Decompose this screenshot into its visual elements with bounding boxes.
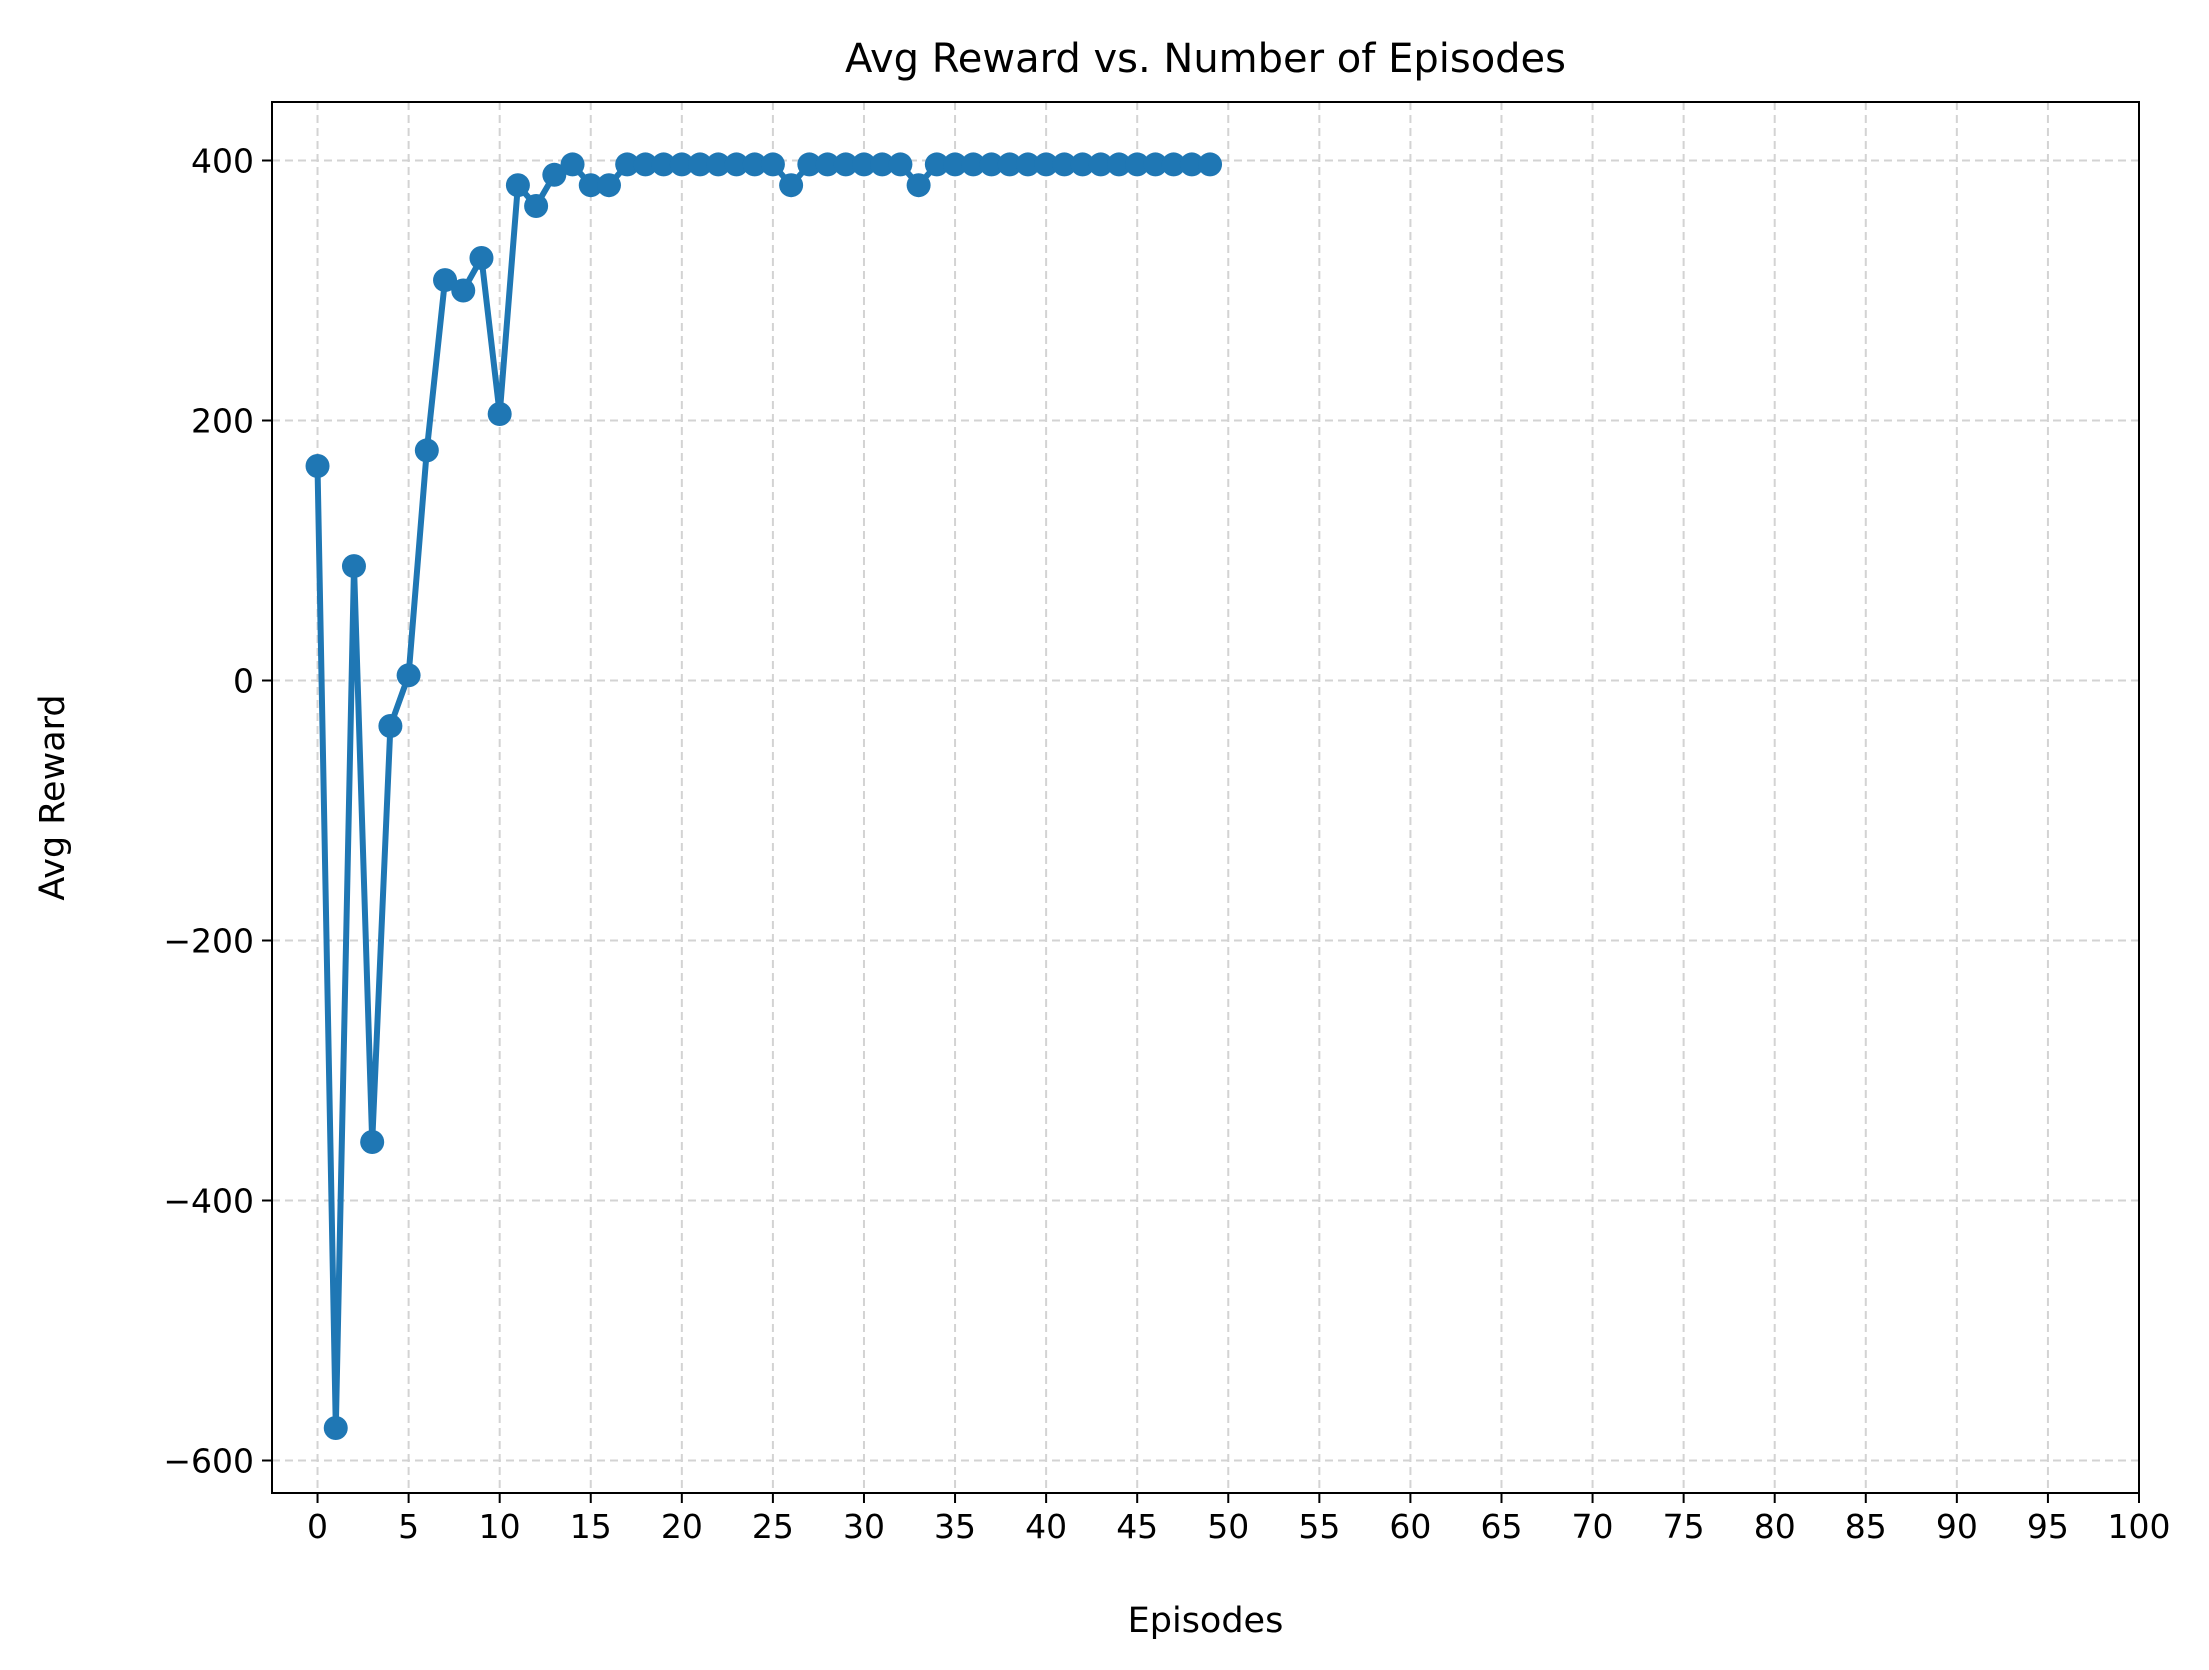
data-point bbox=[542, 162, 567, 187]
data-point bbox=[487, 402, 512, 426]
data-point bbox=[505, 173, 530, 198]
axis-ticks: 0 5 10 15 20 25 30 35 40 45 50 55 60 65 70 75 80 85 90 95 10… bbox=[163, 142, 2170, 1547]
data-point bbox=[469, 246, 494, 270]
data-point bbox=[1198, 152, 1223, 177]
data-point bbox=[888, 152, 913, 177]
data-point bbox=[414, 438, 439, 463]
x-tick-label: 65 bbox=[1480, 1507, 1522, 1546]
series-layer bbox=[305, 152, 1223, 1440]
data-point bbox=[305, 454, 330, 478]
x-tick-label: 30 bbox=[843, 1507, 885, 1546]
x-tick-label: 20 bbox=[661, 1507, 703, 1546]
data-point bbox=[1088, 152, 1113, 177]
y-tick-label: 200 bbox=[191, 402, 254, 441]
data-point bbox=[341, 554, 366, 579]
x-tick-label: 10 bbox=[479, 1507, 521, 1546]
data-point bbox=[706, 152, 731, 177]
data-point bbox=[360, 1130, 385, 1154]
x-axis-label: Episodes bbox=[1128, 1601, 1284, 1641]
data-point bbox=[451, 278, 476, 303]
data-point bbox=[1070, 152, 1095, 177]
data-point bbox=[742, 152, 767, 177]
y-tick-label: 400 bbox=[191, 142, 254, 181]
data-point bbox=[997, 152, 1022, 177]
data-point bbox=[323, 1416, 348, 1440]
y-tick-label: 0 bbox=[233, 662, 254, 701]
data-point bbox=[651, 152, 676, 177]
x-tick-label: 15 bbox=[570, 1507, 612, 1546]
data-point bbox=[760, 152, 785, 177]
data-point bbox=[688, 152, 713, 177]
data-point bbox=[524, 194, 549, 218]
data-point bbox=[633, 152, 658, 177]
data-point bbox=[1125, 152, 1150, 177]
data-point bbox=[1143, 152, 1168, 177]
x-tick-label: 0 bbox=[307, 1507, 328, 1546]
data-point bbox=[1052, 152, 1077, 177]
data-point bbox=[1179, 152, 1204, 177]
data-point bbox=[578, 173, 603, 198]
x-tick-label: 5 bbox=[398, 1507, 419, 1546]
data-point bbox=[797, 152, 822, 177]
x-tick-label: 60 bbox=[1389, 1507, 1431, 1546]
data-point bbox=[1015, 152, 1040, 177]
data-point bbox=[979, 152, 1004, 177]
x-tick-label: 45 bbox=[1116, 1507, 1158, 1546]
x-tick-label: 90 bbox=[1936, 1507, 1978, 1546]
data-point bbox=[378, 714, 403, 738]
y-axis-label: Avg Reward bbox=[33, 694, 73, 900]
data-point bbox=[924, 152, 949, 177]
x-tick-label: 100 bbox=[2108, 1507, 2171, 1546]
x-tick-label: 75 bbox=[1663, 1507, 1705, 1546]
x-tick-label: 85 bbox=[1845, 1507, 1887, 1546]
data-point bbox=[961, 152, 986, 177]
data-point bbox=[433, 268, 458, 293]
data-point bbox=[724, 152, 749, 177]
x-tick-label: 40 bbox=[1025, 1507, 1067, 1546]
data-point bbox=[815, 152, 840, 177]
x-tick-label: 70 bbox=[1572, 1507, 1614, 1546]
data-point bbox=[560, 152, 585, 177]
x-tick-label: 50 bbox=[1207, 1507, 1249, 1546]
x-tick-label: 80 bbox=[1754, 1507, 1796, 1546]
data-point bbox=[396, 663, 421, 688]
data-point bbox=[615, 152, 640, 177]
chart-title: Avg Reward vs. Number of Episodes bbox=[845, 36, 1566, 82]
x-tick-label: 55 bbox=[1298, 1507, 1340, 1546]
data-point bbox=[669, 152, 694, 177]
data-point bbox=[596, 173, 621, 198]
data-point bbox=[870, 152, 895, 177]
plot-area-frame bbox=[271, 101, 2140, 1494]
data-point bbox=[833, 152, 858, 177]
y-tick-label: −200 bbox=[163, 922, 254, 961]
x-tick-label: 25 bbox=[752, 1507, 794, 1546]
data-point bbox=[943, 152, 968, 177]
data-point bbox=[1161, 152, 1186, 177]
x-tick-label: 95 bbox=[2027, 1507, 2069, 1546]
data-point bbox=[779, 173, 804, 198]
data-point bbox=[1034, 152, 1059, 177]
data-point bbox=[906, 173, 931, 198]
data-point bbox=[1106, 152, 1131, 177]
data-point bbox=[851, 152, 876, 177]
y-tick-label: −400 bbox=[163, 1182, 254, 1221]
y-tick-label: −600 bbox=[163, 1442, 254, 1481]
x-tick-label: 35 bbox=[934, 1507, 976, 1546]
